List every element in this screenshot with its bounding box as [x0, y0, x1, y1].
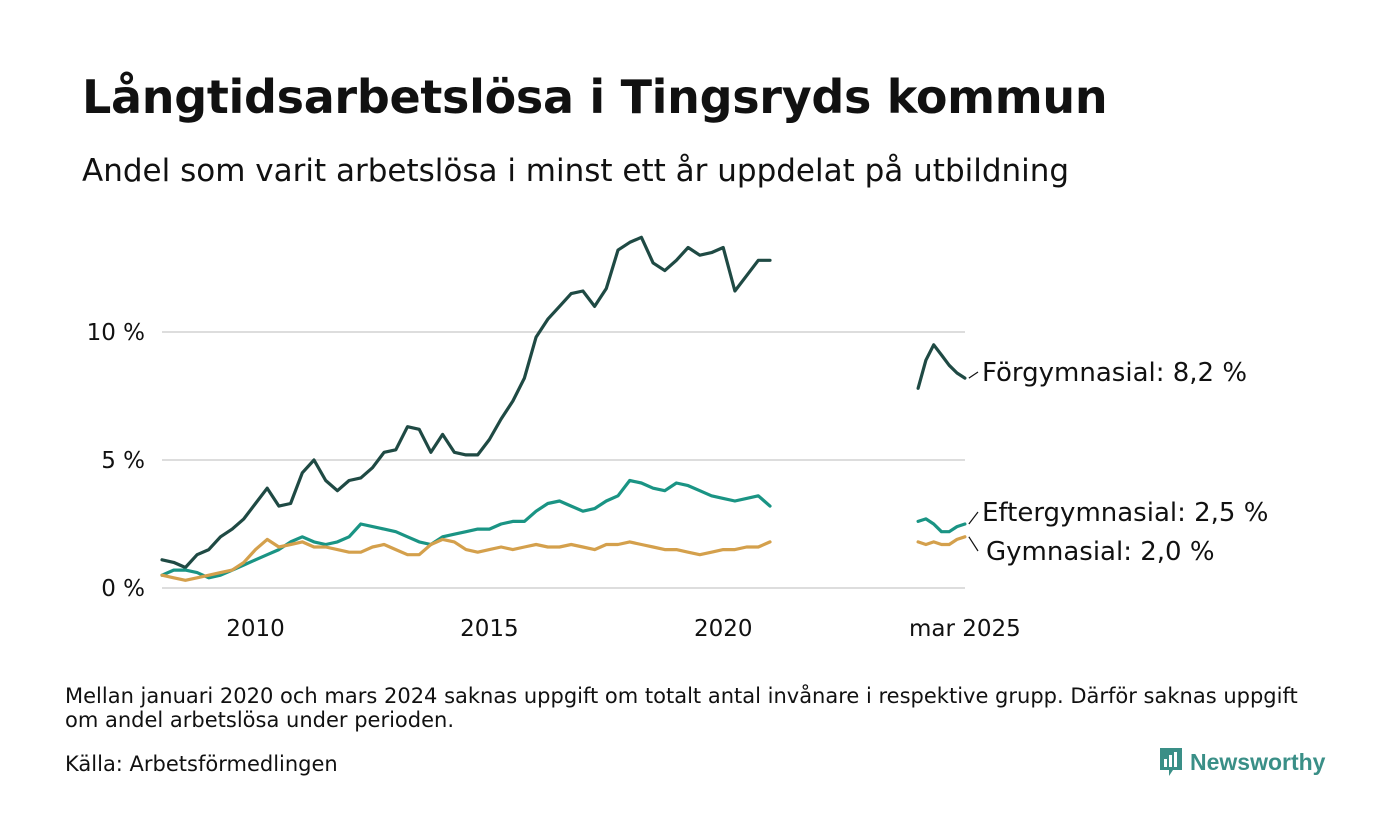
series-line-gymnasial	[916, 535, 967, 547]
series-end-labels: Förgymnasial: 8,2 % Eftergymnasial: 2,5 %…	[968, 358, 1268, 567]
series-lines	[160, 235, 967, 582]
series-line-förgymnasial	[916, 343, 967, 390]
series-line-eftergymnasial	[160, 478, 772, 580]
footnote: Mellan januari 2020 och mars 2024 saknas…	[65, 684, 1298, 732]
chart-subtitle: Andel som varit arbetslösa i minst ett å…	[82, 153, 1070, 189]
x-tick-label: 2020	[694, 616, 753, 642]
series-line-gymnasial	[160, 537, 772, 582]
grid-lines	[162, 331, 965, 589]
series-end-label: Förgymnasial: 8,2 %	[982, 358, 1247, 388]
source-text: Källa: Arbetsförmedlingen	[65, 752, 338, 776]
series-line-förgymnasial	[160, 235, 772, 570]
series-end-label: Gymnasial: 2,0 %	[986, 537, 1215, 567]
x-axis-labels: 2010 2015 2020 mar 2025	[226, 616, 1021, 642]
y-axis-labels: 0 % 5 % 10 %	[87, 320, 145, 602]
x-tick-label: mar 2025	[909, 616, 1021, 642]
newsworthy-logo-icon	[1160, 748, 1182, 776]
brand-name: Newsworthy	[1190, 748, 1326, 775]
chart-title: Långtidsarbetslösa i Tingsryds kommun	[82, 70, 1108, 124]
x-tick-label: 2010	[226, 616, 285, 642]
y-tick-label: 0 %	[101, 576, 145, 602]
label-leader-line	[968, 511, 979, 525]
y-tick-label: 10 %	[87, 320, 145, 346]
series-line-eftergymnasial	[916, 517, 967, 534]
x-tick-label: 2015	[460, 616, 519, 642]
label-leader-line	[968, 536, 979, 552]
brand-logo: Newsworthy	[1158, 746, 1325, 778]
series-end-label: Eftergymnasial: 2,5 %	[982, 498, 1268, 528]
label-leader-line	[968, 371, 979, 379]
y-tick-label: 5 %	[101, 448, 145, 474]
line-chart: 0 % 5 % 10 % 2010 2015 2020 mar 2025 Förgymna…	[87, 235, 1268, 642]
